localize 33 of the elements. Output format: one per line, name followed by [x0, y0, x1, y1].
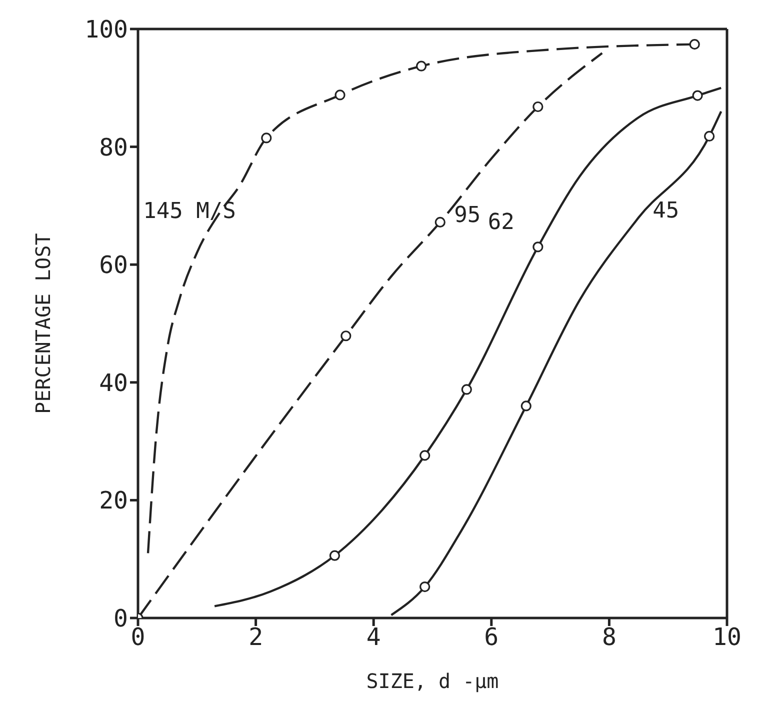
series-label: 95	[454, 203, 481, 228]
x-tick-label: 4	[366, 623, 381, 652]
point	[704, 130, 715, 142]
y-tick-label: 20	[99, 486, 128, 515]
y-axis-title: PERCENTAGE LOST	[31, 233, 56, 414]
x-tick-label: 0	[130, 623, 146, 652]
point	[532, 242, 544, 252]
point	[461, 384, 472, 395]
point	[689, 39, 700, 50]
y-tick-label: 0	[114, 604, 128, 633]
point	[420, 581, 430, 592]
x-tick-label: 2	[248, 623, 264, 652]
point	[420, 450, 430, 461]
point	[340, 330, 352, 342]
x-axis-title: SIZE, d -μm	[366, 669, 499, 693]
point	[532, 101, 544, 112]
point	[261, 132, 272, 144]
x-tick-label: 6	[484, 623, 499, 652]
y-tick-label: 100	[84, 16, 128, 44]
point	[520, 400, 532, 412]
series-label: 62	[488, 210, 514, 235]
point	[416, 60, 427, 72]
series-label: 45	[652, 198, 680, 224]
y-tick-label: 60	[99, 251, 128, 280]
series-label: 145 M/S	[143, 199, 236, 224]
x-tick-label: 10	[712, 623, 742, 652]
y-tick-label: 40	[99, 368, 128, 397]
point	[434, 216, 446, 228]
y-tick-label: 80	[99, 133, 128, 162]
point	[329, 550, 340, 561]
x-tick-label: 8	[602, 623, 616, 652]
point	[334, 90, 346, 100]
point	[692, 90, 703, 101]
